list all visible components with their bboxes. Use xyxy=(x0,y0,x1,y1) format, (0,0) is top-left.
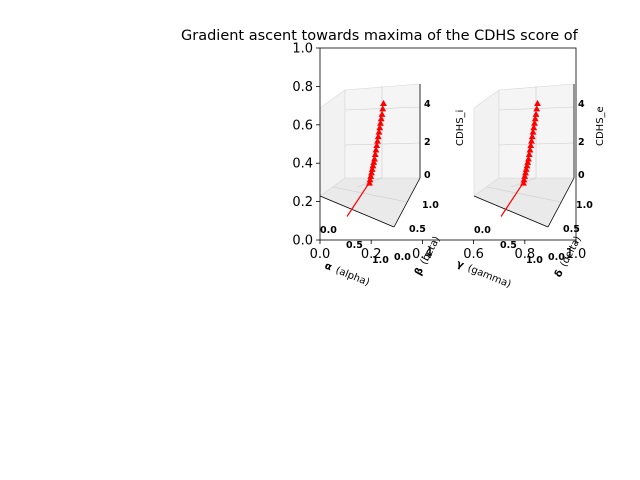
right-3d-axes: 0.0 0.5 1.0 0.0 0.5 1.0 0 2 4 γ(gamma) δ… xyxy=(455,83,606,290)
right-x-tick-0: 0.0 xyxy=(474,225,491,236)
right-markers xyxy=(500,99,541,217)
left-markers xyxy=(346,99,387,217)
right-y-tick-2: 1.0 xyxy=(576,200,593,211)
left-back-pane xyxy=(344,83,421,179)
right-grid-y-mid xyxy=(486,186,562,203)
left-x-tick-2: 1.0 xyxy=(372,255,389,266)
left-z-tick-2: 4 xyxy=(424,99,431,110)
outer-y-tick-label-5: 1.0 xyxy=(292,42,313,57)
right-marker-point xyxy=(520,179,527,186)
left-marker-point xyxy=(377,119,384,126)
right-marker-point xyxy=(527,141,535,149)
left-marker-point xyxy=(371,155,378,162)
right-marker-point xyxy=(531,119,538,126)
right-marker-point xyxy=(529,128,537,135)
outer-x-tick-label-1: 0.2 xyxy=(361,247,382,262)
right-z-tick-0: 0 xyxy=(578,170,585,181)
outer-y-tick-label-4: 0.8 xyxy=(292,80,313,95)
left-marker-point xyxy=(376,124,384,131)
outer-axes-frame xyxy=(319,47,577,241)
left-marker-point xyxy=(375,128,383,135)
right-left-pane xyxy=(473,89,500,197)
right-y-axis-symbol: δ xyxy=(553,268,566,279)
right-z-tick-1: 2 xyxy=(578,137,585,148)
left-grid-y-mid xyxy=(332,186,408,203)
left-y-tick-1: 0.5 xyxy=(409,224,426,235)
left-path-stem xyxy=(346,183,370,217)
left-marker-point xyxy=(372,146,380,153)
left-marker-point xyxy=(366,176,374,183)
left-x-axis-symbol: α xyxy=(323,261,334,274)
left-marker-point xyxy=(368,169,375,176)
outer-axes-ticks: 0.0 0.2 0.4 0.6 0.8 1.00.00.20.40.60.81.0 xyxy=(292,42,586,263)
right-path-stem xyxy=(500,183,524,217)
right-marker-point xyxy=(526,146,534,153)
left-left-pane xyxy=(319,89,346,197)
outer-x-tick-label-4: 0.8 xyxy=(514,247,535,262)
outer-x-tick-label-5: 1.0 xyxy=(566,247,587,262)
right-marker-point xyxy=(522,165,530,172)
right-x-axis-symbol: γ xyxy=(455,259,466,272)
outer-y-tick-label-1: 0.2 xyxy=(292,195,313,210)
outer-x-tick-label-3: 0.6 xyxy=(463,247,484,262)
right-marker-point xyxy=(522,169,529,176)
left-z-tick-1: 2 xyxy=(424,137,431,148)
right-y-axis-line xyxy=(547,177,575,228)
left-grid-z-2 xyxy=(344,142,421,146)
right-z-tick-2: 4 xyxy=(578,99,585,110)
outer-y-tick-label-3: 0.6 xyxy=(292,118,313,133)
outer-2d-axes: 0.0 0.2 0.4 0.6 0.8 1.00.00.20.40.60.81.0 xyxy=(292,42,586,263)
left-marker-point xyxy=(377,115,385,122)
right-marker-point xyxy=(531,115,539,122)
right-marker-point xyxy=(525,155,532,162)
left-z-tick-0: 0 xyxy=(424,170,431,181)
left-marker-point xyxy=(371,150,379,157)
right-z-axis-label: CDHS_e xyxy=(595,106,606,146)
right-marker-point xyxy=(525,150,533,157)
right-marker-point xyxy=(530,124,538,131)
left-marker-point xyxy=(368,165,376,172)
left-x-axis-line xyxy=(319,195,395,228)
left-y-axis-line xyxy=(393,177,421,228)
left-3d-axes: 0.0 0.5 1.0 0.0 0.5 1.0 0 2 4 α(alpha) β… xyxy=(319,83,466,289)
left-marker-point xyxy=(366,179,373,186)
left-marker-point xyxy=(374,137,381,144)
left-y-axis-symbol: β xyxy=(413,266,426,277)
right-marker-point xyxy=(533,105,541,112)
right-marker-point xyxy=(532,110,540,117)
outer-x-tick-label-0: 0.0 xyxy=(310,247,331,262)
left-marker-point xyxy=(374,133,382,140)
right-marker-point xyxy=(521,172,529,179)
left-marker-point xyxy=(369,162,377,169)
outer-y-tick-label-2: 0.4 xyxy=(292,157,313,172)
right-back-pane xyxy=(498,83,575,179)
right-y-tick-1: 0.5 xyxy=(563,224,580,235)
left-y-tick-0: 0.0 xyxy=(394,252,411,263)
left-marker-point xyxy=(367,172,375,179)
right-y-tick-0: 0.0 xyxy=(548,252,565,263)
left-z-axis-label: CDHS_i xyxy=(455,110,466,146)
right-marker-point xyxy=(523,162,531,169)
right-marker-point xyxy=(520,176,528,183)
right-marker-point xyxy=(534,99,541,106)
left-marker-point xyxy=(370,158,378,165)
left-marker-point xyxy=(373,141,381,149)
right-marker-point xyxy=(528,133,536,140)
right-x-tick-2: 1.0 xyxy=(526,255,543,266)
outer-y-tick-label-0: 0.0 xyxy=(292,234,313,249)
left-marker-point xyxy=(379,105,387,112)
right-marker-point xyxy=(528,137,535,144)
outer-x-tick-label-2: 0.4 xyxy=(412,247,433,262)
right-x-axis-line xyxy=(473,195,549,228)
left-marker-point xyxy=(380,99,387,106)
figure-title: Gradient ascent towards maxima of the CD… xyxy=(181,28,579,44)
right-marker-point xyxy=(524,158,532,165)
right-grid-z-2 xyxy=(498,142,575,146)
left-x-tick-0: 0.0 xyxy=(320,225,337,236)
left-y-tick-2: 1.0 xyxy=(422,200,439,211)
right-x-tick-1: 0.5 xyxy=(500,240,517,251)
left-marker-point xyxy=(378,110,386,117)
left-x-tick-1: 0.5 xyxy=(346,240,363,251)
